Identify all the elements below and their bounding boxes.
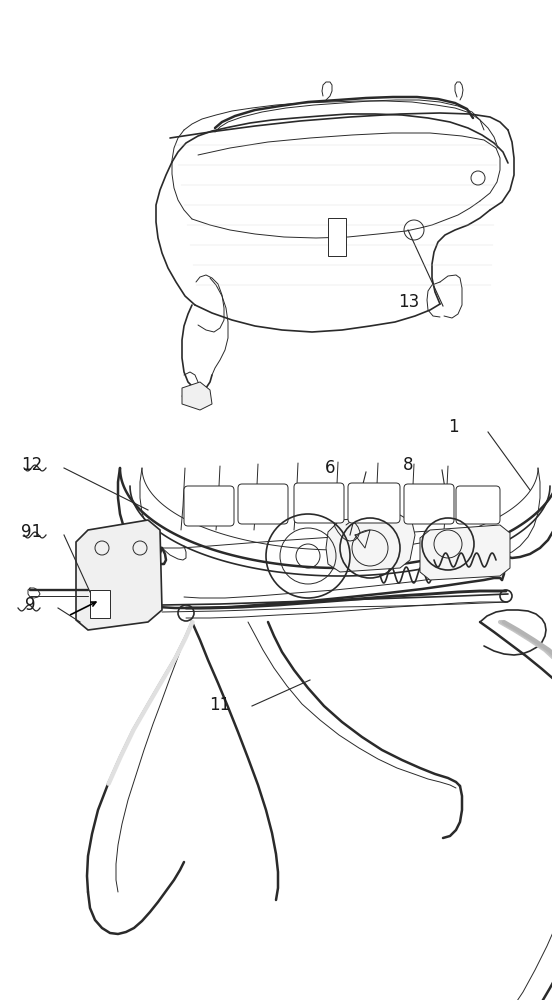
Polygon shape [326,515,415,572]
FancyBboxPatch shape [404,484,454,524]
Text: 91: 91 [22,523,43,541]
Text: 11: 11 [209,696,231,714]
Polygon shape [182,382,212,410]
FancyBboxPatch shape [184,486,234,526]
Text: 12: 12 [22,456,43,474]
FancyBboxPatch shape [348,483,400,523]
Text: 13: 13 [399,293,420,311]
Bar [90,590,110,618]
Polygon shape [76,520,162,630]
Text: 8: 8 [403,456,413,474]
FancyBboxPatch shape [294,483,344,523]
Text: 1: 1 [448,418,458,436]
FancyBboxPatch shape [456,486,500,524]
Polygon shape [420,525,510,580]
Text: 6: 6 [325,459,335,477]
Bar [328,218,346,256]
Text: 9: 9 [25,596,35,614]
FancyBboxPatch shape [238,484,288,524]
